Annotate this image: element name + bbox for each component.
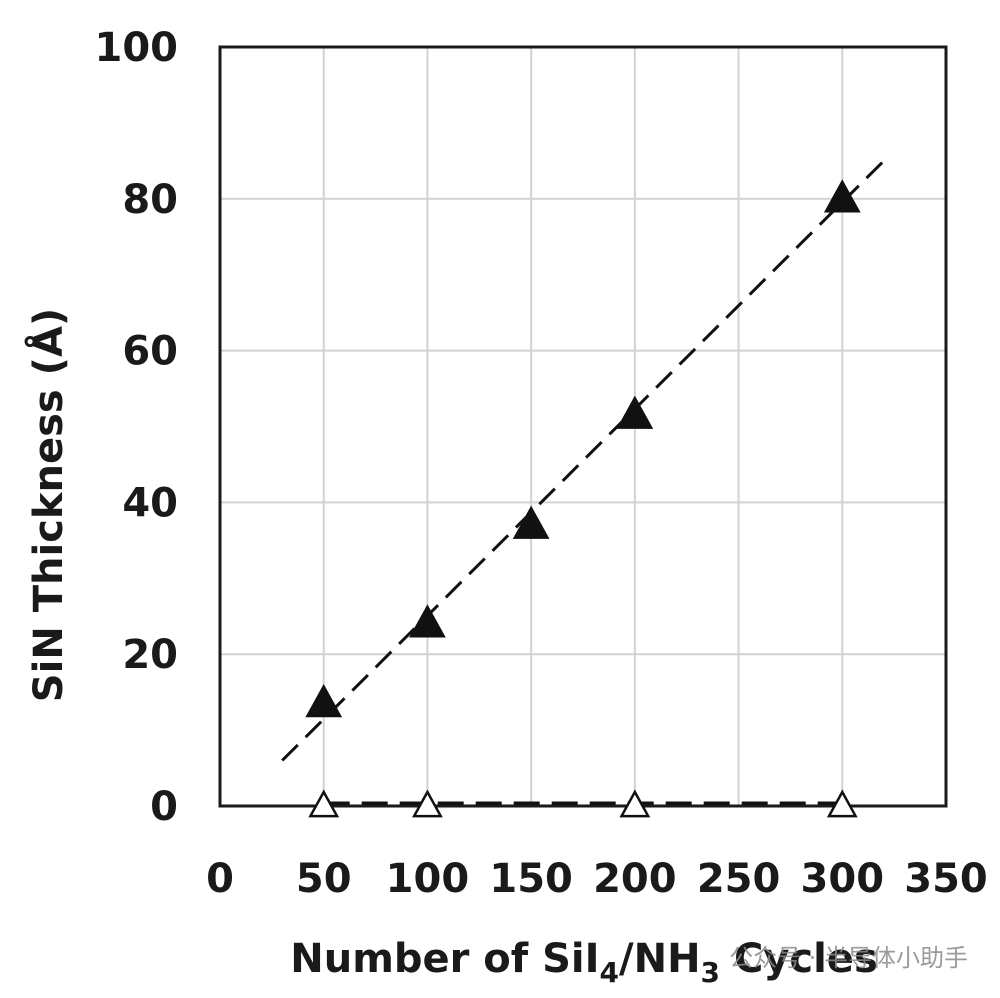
y-tick-labels: 0 20 40 60 80 100	[95, 25, 179, 830]
x-tick-label: 200	[593, 856, 677, 902]
y-tick-label: 100	[95, 25, 179, 71]
filled-triangle-point	[823, 179, 861, 213]
open-triangle-point	[619, 789, 651, 818]
trendline-1	[281, 159, 885, 762]
x-tick-label: 150	[489, 856, 573, 902]
x-tick-label: 0	[206, 856, 234, 902]
y-tick-label: 20	[122, 632, 178, 678]
x-tick-labels: 0 50 100 150 200 250 300 350	[206, 856, 988, 902]
filled-triangle-point	[616, 395, 654, 429]
x-tick-label: 300	[801, 856, 885, 902]
open-triangle-point	[826, 789, 858, 818]
filled-triangle-point	[409, 604, 446, 638]
open-triangle-point	[308, 789, 340, 818]
x-tick-label: 50	[296, 856, 352, 902]
y-axis-label: SiN Thickness (Å)	[23, 308, 72, 702]
x-tick-label: 100	[386, 856, 470, 902]
filled-triangle-point	[305, 683, 343, 718]
y-tick-label: 60	[122, 329, 178, 375]
watermark: 公众号 · 半导体小助手	[729, 944, 968, 972]
x-tick-label: 250	[697, 856, 781, 902]
x-axis-label: Number of SiI4/NH3 Cycles	[290, 936, 878, 989]
y-tick-label: 0	[150, 784, 178, 830]
trendlines	[281, 159, 885, 805]
open-triangle-point	[412, 789, 443, 818]
x-tick-label: 350	[904, 856, 988, 902]
plot-frame	[218, 45, 948, 808]
y-tick-label: 80	[122, 177, 178, 223]
grid	[220, 47, 946, 806]
filled-triangle-point	[512, 505, 550, 539]
y-tick-label: 40	[122, 480, 178, 526]
data-markers	[305, 179, 861, 818]
